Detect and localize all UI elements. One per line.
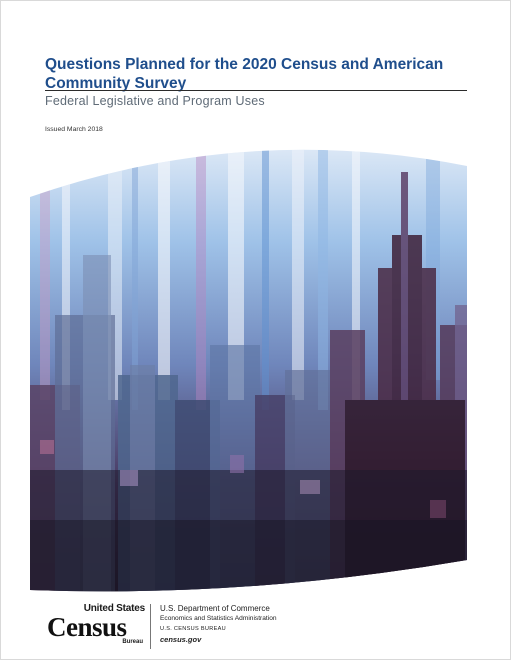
document-subtitle: Federal Legislative and Program Uses [45, 94, 265, 108]
logo-line-united-states: United States [83, 603, 146, 614]
footer-bureau: U.S. CENSUS BUREAU [160, 626, 227, 632]
document-title: Questions Planned for the 2020 Census an… [45, 56, 444, 92]
issue-date: Issued March 2018 [45, 126, 103, 133]
logo-line-bureau: Bureau [122, 639, 143, 645]
logo-line-census: Census [47, 612, 127, 642]
footer-department: U.S. Department of Commerce [160, 604, 270, 613]
footer-administration: Economics and Statistics Administration [160, 615, 277, 622]
footer-divider [150, 604, 151, 649]
footer-website-link[interactable]: census.gov [160, 635, 202, 644]
title-rule [45, 90, 467, 91]
footer-agency-info: U.S. Department of Commerce Economics an… [160, 604, 277, 645]
census-bureau-logo[interactable]: United States Census Bureau [45, 603, 145, 651]
